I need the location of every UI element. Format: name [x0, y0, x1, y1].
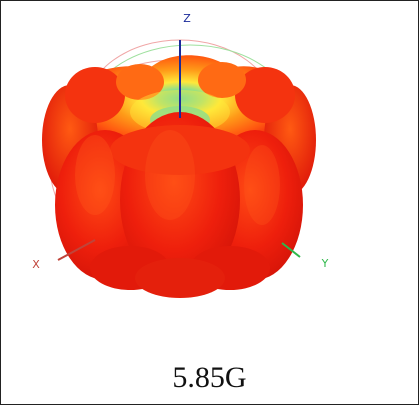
front-top-ridge: [110, 125, 250, 175]
radiation-pattern-plot: Z X Y: [32, 12, 329, 298]
axes: Z X Y: [32, 12, 328, 271]
upper-right-lobe: [235, 67, 295, 123]
bottom-center-bulge: [135, 258, 225, 298]
upper-left-lobe: [65, 67, 125, 123]
highlight-right: [244, 145, 280, 225]
x-axis-label: X: [32, 258, 40, 271]
top-left-lobe: [116, 64, 164, 100]
highlight-left: [75, 135, 115, 215]
frequency-caption: 5.85G: [172, 361, 247, 394]
y-axis-line: [281, 242, 301, 258]
z-axis-label: Z: [183, 12, 191, 25]
x-axis-line: [57, 239, 96, 261]
top-right-lobe: [198, 62, 246, 98]
highlight-center: [145, 130, 195, 220]
y-axis-label: Y: [321, 257, 329, 270]
